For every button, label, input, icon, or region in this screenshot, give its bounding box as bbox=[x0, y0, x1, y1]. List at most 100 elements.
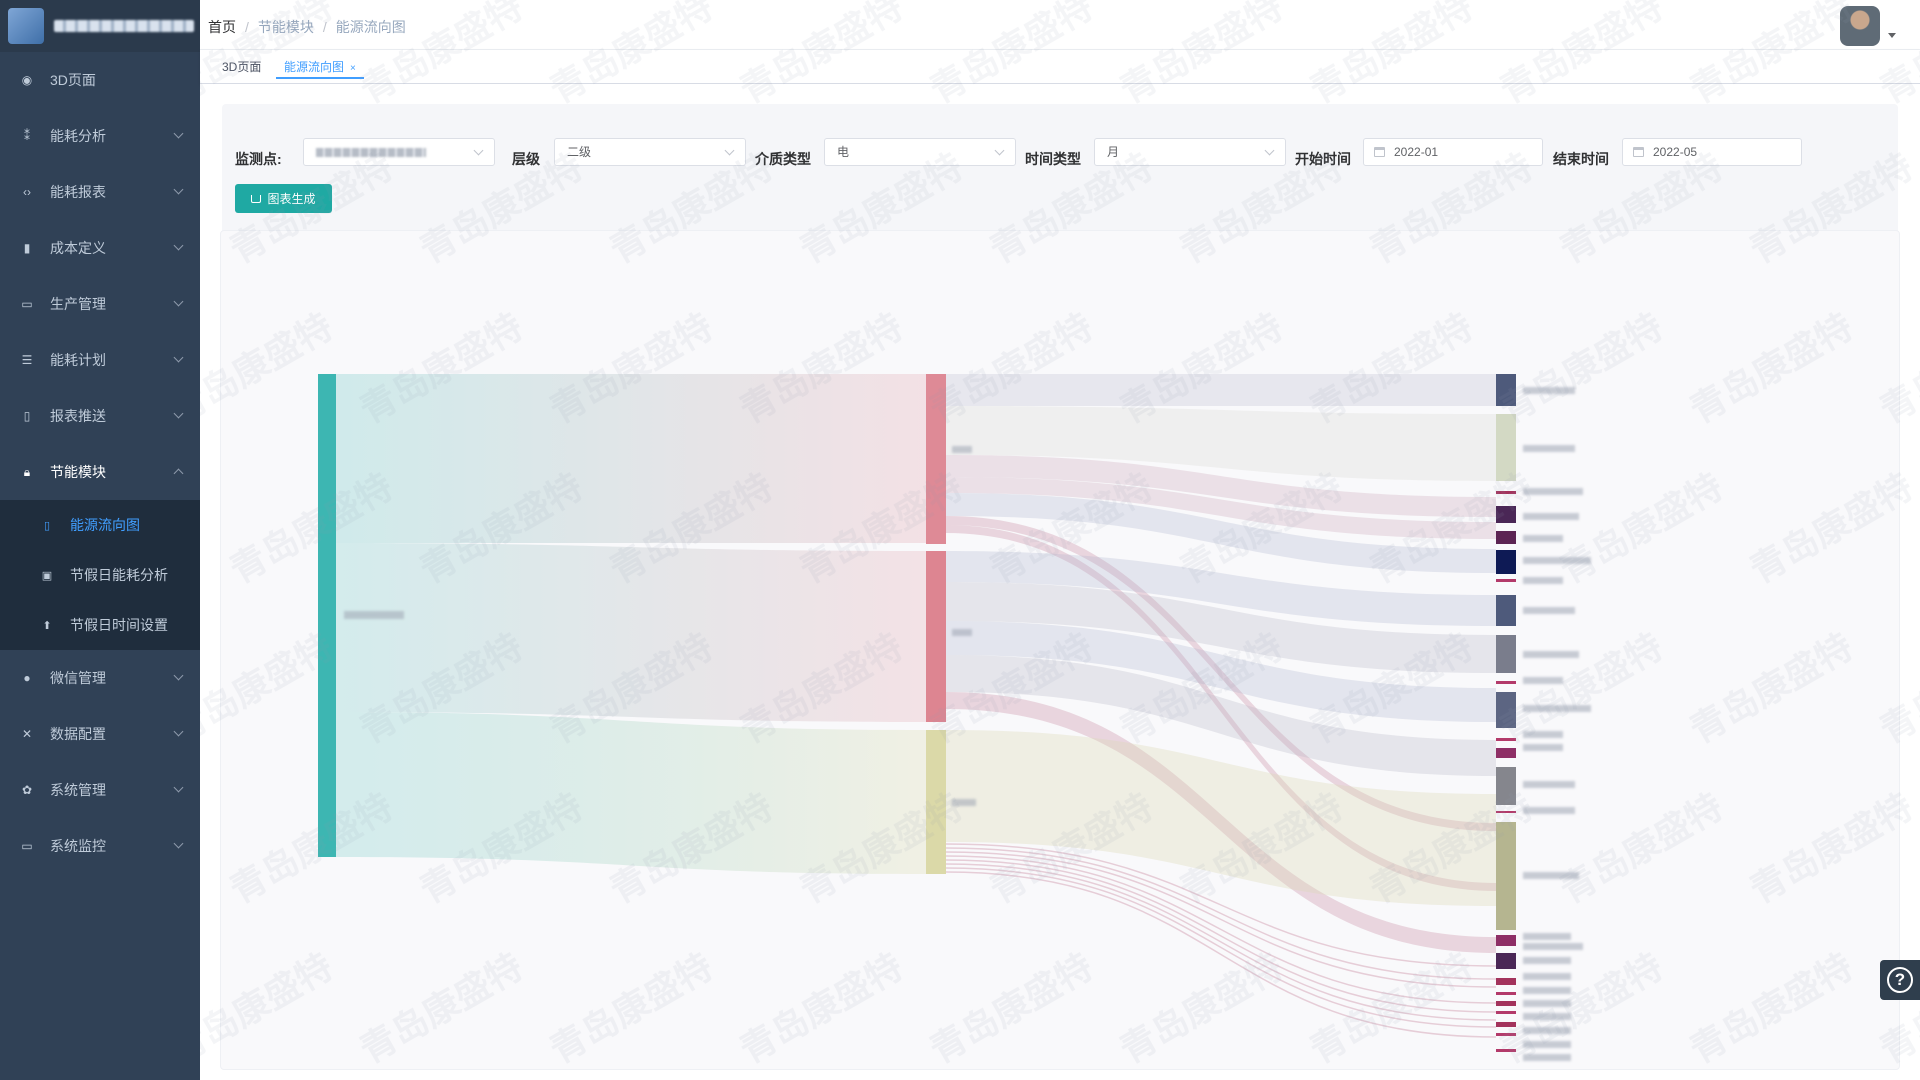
sankey-node-leaf[interactable] bbox=[1496, 1022, 1516, 1027]
sidebar-item-sidebar-menu-5[interactable]: ☰ 能耗计划 bbox=[0, 332, 200, 388]
chevron-down-icon bbox=[173, 782, 184, 793]
sidebar-item-label: 成本定义 bbox=[50, 240, 106, 256]
submenu-item-label: 节假日能耗分析 bbox=[70, 567, 168, 583]
sidebar-item-sidebar-menu-3[interactable]: ▮ 成本定义 bbox=[0, 220, 200, 276]
sankey-node-leaf[interactable] bbox=[1496, 1049, 1516, 1052]
breadcrumb-home[interactable]: 首页 bbox=[208, 19, 236, 35]
sidebar-item-label: 微信管理 bbox=[50, 670, 106, 686]
sidebar-item-sidebar-menu_after-0[interactable]: ● 微信管理 bbox=[0, 650, 200, 706]
tab-3d-page[interactable]: 3D页面 bbox=[214, 55, 269, 79]
submenu-item-0[interactable]: ▯ 能源流向图 bbox=[0, 500, 200, 550]
sidebar-item-label: 能耗计划 bbox=[50, 352, 106, 368]
sankey-link[interactable] bbox=[946, 516, 1496, 831]
monitor-point-value bbox=[316, 148, 426, 158]
navbar: 首页 / 节能模块 / 能源流向图 bbox=[200, 0, 1920, 50]
sankey-node-leaf[interactable] bbox=[1496, 531, 1516, 544]
sankey-node-leaf[interactable] bbox=[1496, 414, 1516, 481]
sankey-link[interactable] bbox=[336, 543, 926, 722]
sankey-node-leaf[interactable] bbox=[1496, 506, 1516, 523]
start-time-value: 2022-01 bbox=[1394, 145, 1439, 159]
medium-type-label: 介质类型 bbox=[755, 151, 811, 167]
caret-down-icon[interactable] bbox=[1888, 33, 1896, 38]
sankey-node-leaf[interactable] bbox=[1496, 811, 1516, 813]
sankey-link[interactable] bbox=[946, 455, 1496, 517]
sankey-node-leaf[interactable] bbox=[1496, 550, 1516, 574]
sankey-link[interactable] bbox=[946, 374, 1496, 406]
submenu-item-1[interactable]: ▣ 节假日能耗分析 bbox=[0, 550, 200, 600]
sankey-link[interactable] bbox=[946, 493, 1496, 573]
sankey-node-leaf[interactable] bbox=[1496, 992, 1516, 995]
sankey-node-level2[interactable] bbox=[926, 551, 946, 722]
level-select[interactable]: 二级 bbox=[554, 138, 746, 166]
breadcrumb-module[interactable]: 节能模块 bbox=[257, 19, 314, 35]
sidebar-item-sidebar-menu-4[interactable]: ▭ 生产管理 bbox=[0, 276, 200, 332]
sankey-link[interactable] bbox=[946, 525, 1496, 891]
sankey-link[interactable] bbox=[946, 551, 1496, 626]
chevron-down-icon bbox=[173, 670, 184, 681]
monitor-icon: ▭ bbox=[21, 297, 33, 311]
help-button[interactable]: ? bbox=[1880, 960, 1920, 1000]
sankey-node-leaf[interactable] bbox=[1496, 822, 1516, 930]
sankey-node-root[interactable] bbox=[318, 374, 336, 857]
time-type-select[interactable]: 月 bbox=[1094, 138, 1286, 166]
sankey-node-leaf[interactable] bbox=[1496, 595, 1516, 626]
sankey-node-leaf[interactable] bbox=[1496, 1001, 1516, 1006]
chevron-down-icon bbox=[173, 128, 184, 139]
sankey-node-leaf[interactable] bbox=[1496, 692, 1516, 728]
time-type-label: 时间类型 bbox=[1025, 151, 1081, 167]
submenu-item-2[interactable]: ⬆ 节假日时间设置 bbox=[0, 600, 200, 650]
push-icon: ▯ bbox=[23, 409, 31, 423]
sankey-link[interactable] bbox=[946, 692, 1496, 953]
sidebar-item-sidebar-menu_after-2[interactable]: ✿ 系统管理 bbox=[0, 762, 200, 818]
sankey-link[interactable] bbox=[336, 374, 926, 543]
generate-chart-button[interactable]: 图表生成 bbox=[235, 184, 332, 213]
sankey-link[interactable] bbox=[946, 655, 1496, 776]
sidebar-item-sidebar-menu-1[interactable]: ⁑ 能耗分析 bbox=[0, 108, 200, 164]
sidebar-item-sidebar-menu-7[interactable]: 🔒︎ 节能模块 bbox=[0, 444, 200, 500]
sidebar-item-sidebar-menu-2[interactable]: ‹› 能耗报表 bbox=[0, 164, 200, 220]
sankey-node-level2[interactable] bbox=[926, 730, 946, 874]
medium-type-select[interactable]: 电 bbox=[824, 138, 1016, 166]
brand-text bbox=[54, 20, 194, 32]
sankey-node-leaf[interactable] bbox=[1496, 738, 1516, 741]
sankey-node-level2[interactable] bbox=[926, 374, 946, 544]
sankey-link[interactable] bbox=[946, 621, 1496, 722]
sidebar-item-sidebar-menu_after-3[interactable]: ▭ 系统监控 bbox=[0, 818, 200, 874]
tab-label: 3D页面 bbox=[222, 60, 262, 74]
close-icon[interactable]: × bbox=[350, 63, 356, 74]
sidebar-item-label: 节能模块 bbox=[50, 464, 106, 480]
start-time-picker[interactable]: 2022-01 bbox=[1363, 138, 1543, 166]
sankey-link[interactable] bbox=[336, 712, 926, 874]
sankey-node-leaf[interactable] bbox=[1496, 635, 1516, 673]
sidebar-item-sidebar-menu-0[interactable]: ◉ 3D页面 bbox=[0, 52, 200, 108]
sankey-node-leaf[interactable] bbox=[1496, 935, 1516, 946]
sidebar-item-sidebar-menu-6[interactable]: ▯ 报表推送 bbox=[0, 388, 200, 444]
sankey-node-leaf[interactable] bbox=[1496, 748, 1516, 758]
tab-label: 能源流向图 bbox=[284, 60, 345, 74]
chevron-down-icon bbox=[173, 838, 184, 849]
avatar[interactable] bbox=[1840, 6, 1880, 46]
help-icon: ? bbox=[1887, 967, 1913, 993]
sankey-link[interactable] bbox=[946, 730, 1496, 906]
sankey-node-leaf[interactable] bbox=[1496, 767, 1516, 805]
tab-energy-flow[interactable]: 能源流向图 × bbox=[276, 55, 364, 79]
sankey-link[interactable] bbox=[946, 477, 1496, 539]
monitor-point-select[interactable] bbox=[303, 138, 495, 166]
sankey-node-leaf[interactable] bbox=[1496, 1033, 1516, 1036]
sankey-link[interactable] bbox=[946, 582, 1496, 673]
sankey-node-leaf[interactable] bbox=[1496, 579, 1516, 582]
sankey-link[interactable] bbox=[946, 406, 1496, 481]
brand-logo[interactable] bbox=[0, 0, 200, 52]
chevron-down-icon bbox=[994, 145, 1005, 156]
sankey-node-leaf[interactable] bbox=[1496, 953, 1516, 969]
end-time-picker[interactable]: 2022-05 bbox=[1622, 138, 1802, 166]
sankey-node-leaf[interactable] bbox=[1496, 978, 1516, 985]
sankey-node-leaf[interactable] bbox=[1496, 374, 1516, 406]
energy-flow-sankey[interactable] bbox=[221, 231, 1901, 1071]
flow-icon: ▯ bbox=[43, 519, 51, 532]
breadcrumb-separator: / bbox=[322, 19, 327, 35]
sankey-node-leaf[interactable] bbox=[1496, 491, 1516, 494]
sankey-node-leaf[interactable] bbox=[1496, 681, 1516, 684]
sidebar-item-sidebar-menu_after-1[interactable]: ✕ 数据配置 bbox=[0, 706, 200, 762]
sankey-node-leaf[interactable] bbox=[1496, 1011, 1516, 1014]
